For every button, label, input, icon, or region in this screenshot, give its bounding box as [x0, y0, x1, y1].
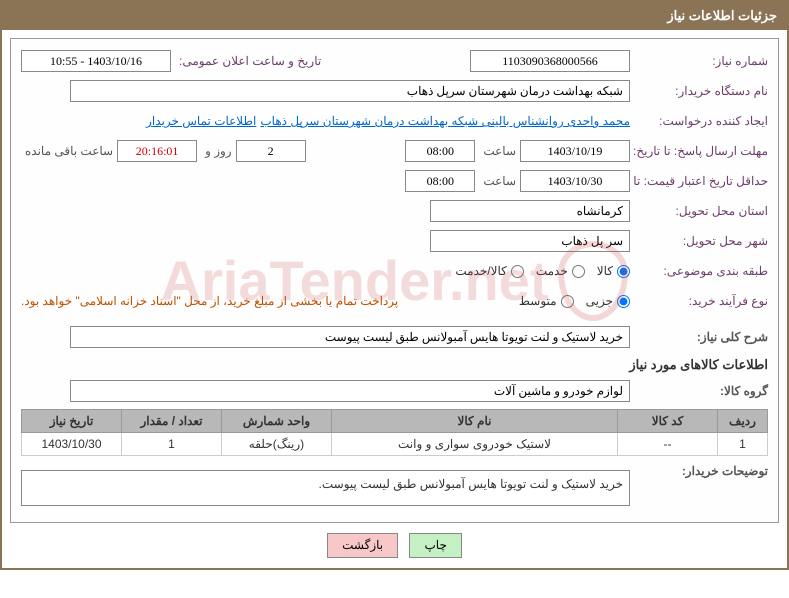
table-header-row: ردیف کد کالا نام کالا واحد شمارش تعداد /…	[22, 410, 768, 433]
category-label: طبقه بندی موضوعی:	[638, 264, 768, 278]
radio-goods[interactable]: کالا	[597, 264, 630, 278]
process-radio-group: جزیی متوسط	[519, 294, 630, 308]
time-label-1: ساعت	[483, 144, 516, 158]
table-row: 1 -- لاستیک خودروی سواری و وانت (رینگ)حل…	[22, 433, 768, 456]
radio-both[interactable]: کالا/خدمت	[455, 264, 523, 278]
radio-service[interactable]: خدمت	[536, 264, 585, 278]
buyer-note-box: خرید لاستیک و لنت تویوتا هایس آمبولانس ط…	[21, 470, 630, 506]
cell-unit: (رینگ)حلقه	[222, 433, 332, 456]
desc-field	[70, 326, 630, 348]
deadline-time-field	[405, 140, 475, 162]
col-name: نام کالا	[332, 410, 618, 433]
buyer-org-label: نام دستگاه خریدار:	[638, 84, 768, 98]
col-date: تاریخ نیاز	[22, 410, 122, 433]
deadline-label: مهلت ارسال پاسخ: تا تاریخ:	[638, 144, 768, 158]
panel-title: جزئیات اطلاعات نیاز	[2, 2, 787, 30]
contact-link[interactable]: اطلاعات تماس خریدار	[146, 114, 256, 128]
cell-idx: 1	[718, 433, 768, 456]
cell-code: --	[618, 433, 718, 456]
desc-label: شرح کلی نیاز:	[638, 330, 768, 344]
payment-note: پرداخت تمام یا بخشی از مبلغ خرید، از محل…	[21, 294, 398, 308]
province-label: استان محل تحویل:	[638, 204, 768, 218]
radio-medium[interactable]: متوسط	[519, 294, 574, 308]
requester-link[interactable]: محمد واحدی روانشناس بالینی شبکه بهداشت د…	[260, 114, 630, 128]
ann-date-label: تاریخ و ساعت اعلان عمومی:	[179, 54, 321, 68]
need-no-field	[470, 50, 630, 72]
print-button[interactable]: چاپ	[409, 533, 461, 558]
radio-small[interactable]: جزیی	[586, 294, 630, 308]
col-idx: ردیف	[718, 410, 768, 433]
need-no-label: شماره نیاز:	[638, 54, 768, 68]
buyer-org-field	[70, 80, 630, 102]
city-label: شهر محل تحویل:	[638, 234, 768, 248]
deadline-date-field	[520, 140, 630, 162]
time-remain-field	[117, 140, 197, 162]
days-remain-label: روز و	[205, 144, 232, 158]
category-radio-group: کالا خدمت کالا/خدمت	[455, 264, 630, 278]
items-table: ردیف کد کالا نام کالا واحد شمارش تعداد /…	[21, 409, 768, 456]
col-unit: واحد شمارش	[222, 410, 332, 433]
validity-date-field	[520, 170, 630, 192]
city-field	[430, 230, 630, 252]
validity-time-field	[405, 170, 475, 192]
process-label: نوع فرآیند خرید:	[638, 294, 768, 308]
details-panel: جزئیات اطلاعات نیاز AriaTender.net شماره…	[0, 0, 789, 570]
group-label: گروه کالا:	[638, 384, 768, 398]
province-field	[430, 200, 630, 222]
col-qty: تعداد / مقدار	[122, 410, 222, 433]
cell-name: لاستیک خودروی سواری و وانت	[332, 433, 618, 456]
col-code: کد کالا	[618, 410, 718, 433]
button-row: چاپ بازگشت	[2, 533, 787, 558]
cell-qty: 1	[122, 433, 222, 456]
buyer-note-label: توضیحات خریدار:	[638, 464, 768, 478]
time-remain-label: ساعت باقی مانده	[25, 144, 113, 158]
ann-date-field	[21, 50, 171, 72]
group-field	[70, 380, 630, 402]
back-button[interactable]: بازگشت	[327, 533, 398, 558]
requester-label: ایجاد کننده درخواست:	[638, 114, 768, 128]
panel-body: AriaTender.net شماره نیاز: تاریخ و ساعت …	[10, 38, 779, 523]
time-label-2: ساعت	[483, 174, 516, 188]
validity-label: حداقل تاریخ اعتبار قیمت: تا تاریخ:	[638, 174, 768, 188]
cell-date: 1403/10/30	[22, 433, 122, 456]
items-title: اطلاعات کالاهای مورد نیاز	[21, 357, 768, 373]
days-remain-field	[236, 140, 306, 162]
